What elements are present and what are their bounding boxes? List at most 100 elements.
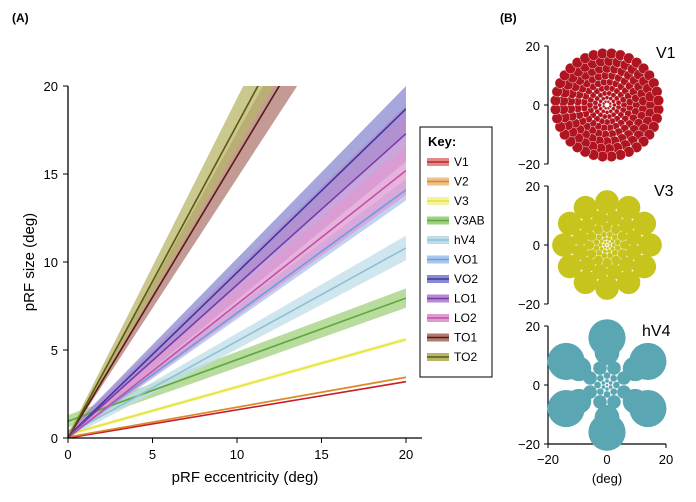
prf-disk [603,390,611,399]
panel-y-tick-label: 20 [526,319,540,334]
prf-disk [604,110,610,115]
legend-label: V3AB [454,214,485,228]
panel-y-tick-label: −20 [518,297,540,312]
prf-disk [629,390,667,428]
prf-disks-v1 [550,48,664,162]
prf-disk [608,101,612,106]
prf-disk [579,217,596,234]
prf-disk [606,264,622,280]
legend-label: VO2 [454,272,478,286]
legend-label: TO2 [454,350,477,364]
prf-disk [606,106,611,110]
prf-disk [547,390,585,428]
prf-disk [638,233,662,257]
prf-disk [616,270,641,295]
roi-label: V1 [656,45,676,62]
prf-disk [592,210,608,226]
prf-disk [572,244,588,260]
prf-disk [632,211,657,236]
series-line-lo2 [68,169,406,438]
prf-disk [607,395,621,409]
prf-disk [626,244,642,260]
y-tick-label: 10 [44,255,58,270]
prf-disk [618,256,635,273]
legend-label: V2 [454,175,469,189]
prf-disk [652,94,664,107]
prf-disk [606,210,622,226]
series-line-to2 [68,86,259,438]
panel-y-tick-label: 20 [526,39,540,54]
prf-disk [593,395,607,409]
prf-disk [601,380,606,386]
y-tick-label: 15 [44,167,58,182]
band-lo2 [68,145,406,438]
prf-disk [601,109,606,114]
prf-disk [597,102,602,108]
legend-label: V3 [454,194,469,208]
prf-disk [611,99,616,104]
prf-disk [602,104,606,109]
x-tick-label: 0 [64,447,71,462]
series-line-hv4 [68,247,406,436]
prf-disk [605,243,609,247]
series-line-lo1 [68,132,406,437]
panel-x-tick-label: 0 [603,452,610,467]
prf-disk [603,240,607,245]
prf-disk [598,99,603,104]
prf-disks-v3 [552,190,662,300]
prf-disk [588,319,626,357]
prf-disk [626,230,642,246]
tiling-panel-hv4: 20 0 −20−20 0 20 (deg) hV4 [518,319,673,486]
prf-disk [609,387,618,396]
panel-y-tick-label: 0 [533,98,540,113]
eccentricity-size-plot: 0 5 10 15 20 0 5 10 15 20 pRF eccentricity (deg)… [21,79,493,486]
y-tick-label: 5 [51,343,58,358]
prf-disk [595,276,619,300]
prf-disk [572,230,588,246]
legend-label: VO1 [454,253,478,267]
panel-y-tick-label: −20 [518,157,540,172]
prf-disk [618,217,635,234]
y-axis-title: pRF size (deg) [21,213,38,311]
prf-disk [607,361,621,375]
legend: Key: V1 V2 V3 V3AB hV4 VO1 VO2 LO1 LO2 TO1 TO2 [419,126,493,378]
panel-y-tick-label: 0 [533,238,540,253]
panel-x-tick-label: 20 [659,452,673,467]
series-line-v3 [68,338,406,436]
legend-label: LO1 [454,292,477,306]
prf-disk [612,381,621,389]
legend-title: Key: [428,134,456,149]
series-line-v2 [68,376,406,438]
panel-x-axis-title: (deg) [592,471,622,486]
panel-label-b: (B) [500,11,517,25]
panel-y-tick-label: 0 [533,378,540,393]
y-tick-label: 0 [51,431,58,446]
prf-disk [608,380,613,386]
prf-disk [593,361,607,375]
band-to2 [68,86,275,438]
x-axis-title: pRF eccentricity (deg) [172,469,319,486]
prf-disk [603,371,611,380]
series-line-to1 [68,86,281,438]
prf-disk [596,374,605,383]
prf-disk [629,342,667,380]
tiling-panel-v1: 20 0 −20 V1 [518,39,676,172]
legend-label: hV4 [454,233,476,247]
prf-disk [592,264,608,280]
prf-disk [609,374,618,383]
prf-disk [588,413,626,451]
legend-label: LO2 [454,311,477,325]
series-line-v3ab [68,297,406,423]
band-to1 [68,86,298,438]
x-tick-label: 15 [314,447,328,462]
prf-disk [608,241,612,246]
roi-label: V3 [654,183,674,200]
prf-disk [547,342,585,380]
x-tick-label: 10 [230,447,244,462]
series-line-vo2 [68,108,406,437]
prf-disk [596,387,605,396]
prf-disk [557,254,582,279]
prf-disk [552,233,576,257]
